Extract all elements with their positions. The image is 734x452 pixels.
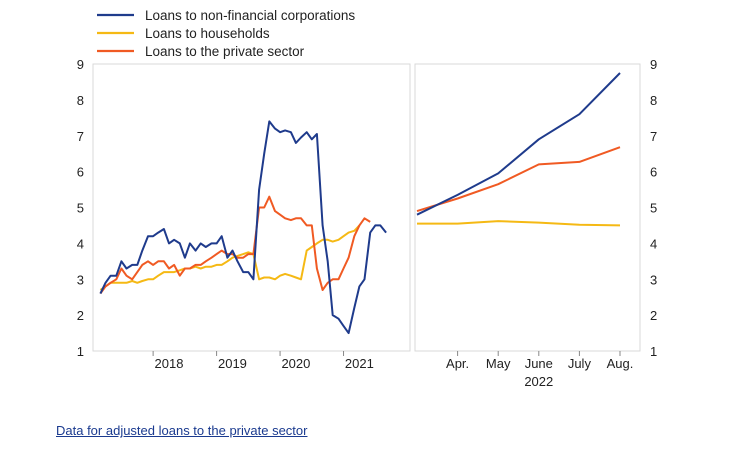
y-tick-label-left: 1 [77,344,84,359]
right-panel-frame [414,63,641,352]
y-tick-label-left: 7 [77,129,84,144]
y-tick-label-left: 5 [77,201,84,216]
y-tick-label-left: 9 [77,57,84,72]
left-panel: 1 2 3 4 5 6 7 8 9 2018 2019 2020 2021 [77,57,411,371]
y-tick-label-right: 6 [650,165,657,180]
series-line-right [416,72,621,216]
y-tick-label-right: 2 [650,308,657,323]
legend-label: Loans to the private sector [145,44,305,59]
y-tick-label-left: 2 [77,308,84,323]
y-tick-label-right: 7 [650,129,657,144]
y-tick-label-right: 9 [650,57,657,72]
left-panel-frame [92,63,411,352]
x-tick-label: May [486,356,511,371]
y-tick-label-right: 1 [650,344,657,359]
y-tick-label-right: 5 [650,201,657,216]
y-tick-label-right: 8 [650,93,657,108]
series-line-right [416,146,621,213]
y-tick-label-left: 3 [77,272,84,287]
series-line-left [99,120,387,335]
legend-label: Loans to non-financial corporations [145,8,355,23]
y-tick-label-left: 4 [77,236,84,251]
series-line-right [417,220,621,227]
x-tick-label: June [525,356,553,371]
series-line-left [99,224,361,291]
x-tick-label: 2021 [345,356,374,371]
x-tick-label: Aug. [607,356,634,371]
y-tick-label-right: 3 [650,272,657,287]
x-tick-label: Apr. [446,356,469,371]
x-tick-label: 2018 [155,356,184,371]
y-tick-label-left: 8 [77,93,84,108]
legend-label: Loans to households [145,26,270,41]
loans-chart: Loans to non-financial corporations Loans… [77,8,657,389]
x-tick-label: 2019 [218,356,247,371]
x-tick-label: July [568,356,592,371]
x-tick-label: 2020 [281,356,310,371]
y-tick-label-right: 4 [650,236,657,251]
x-axis-year-label: 2022 [524,374,553,389]
legend: Loans to non-financial corporations Loans… [97,8,355,59]
data-link[interactable]: Data for adjusted loans to the private s… [56,423,308,438]
y-tick-label-left: 6 [77,165,84,180]
right-panel: 1 2 3 4 5 6 7 8 9 Apr. May June July Aug. 2022 [414,57,657,389]
